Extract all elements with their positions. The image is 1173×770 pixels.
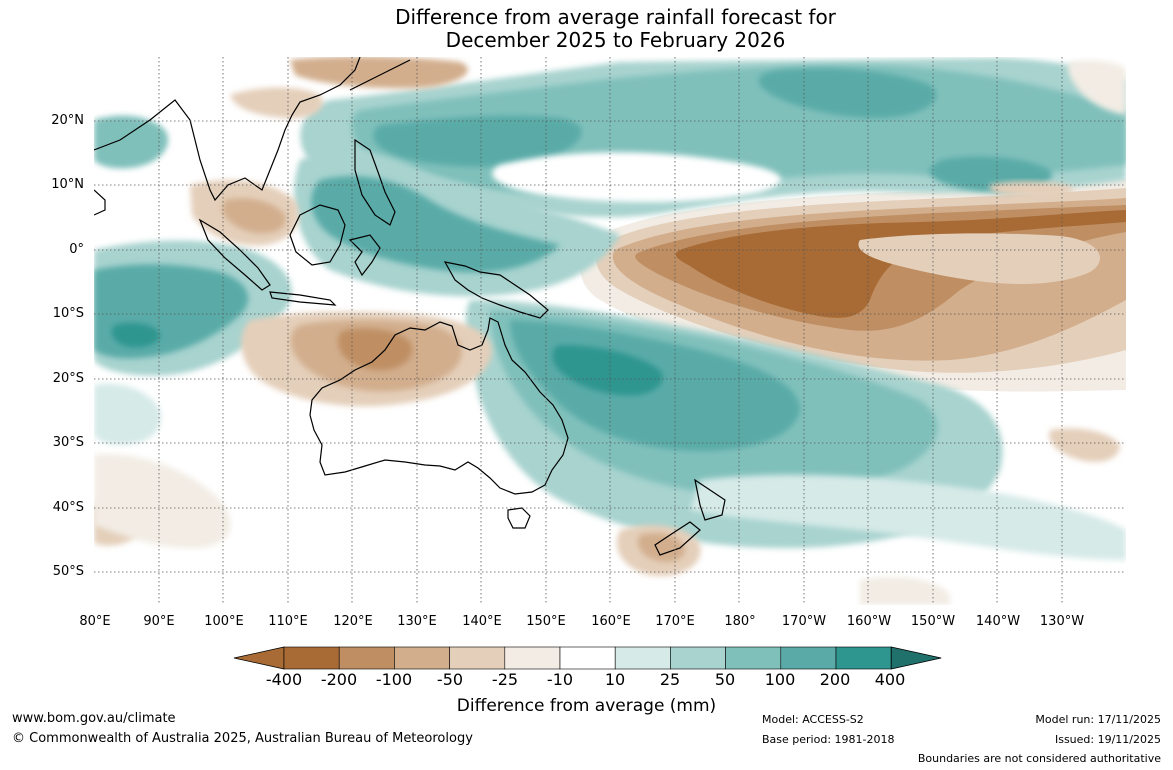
coastlines [94,57,726,556]
colorbar-swatch [394,646,450,670]
sumatra-coastline [198,218,271,291]
colorbar-tick-label: -25 [491,670,519,689]
copyright-text: © Commonwealth of Australia 2025, Austra… [12,731,473,746]
lon-label-170e: 170°E [655,614,695,629]
lon-label-110e: 110°E [268,614,308,629]
new-guinea-coastline [443,261,549,319]
colorbar-tick-label: -50 [436,670,464,689]
colorbar-swatch [338,646,395,670]
lon-label-160w: 160°W [846,614,892,629]
japan-coastline [349,59,411,91]
lon-label-130e: 130°E [397,614,437,629]
dry-anomaly-south-china [230,87,323,119]
lon-label-120e: 120°E [333,614,373,629]
lon-label-130w: 130°W [1039,614,1085,629]
map-area [94,57,1126,605]
anomaly-fields [94,57,1126,605]
disclaimer-text: Boundaries are not considered authoritat… [917,752,1161,765]
colorbar-swatch [780,646,837,670]
wet-anomaly-maritime-continent-100 [311,176,560,273]
issued-text: Issued: 19/11/2025 [1054,733,1161,746]
india-coastline [94,189,106,216]
wet-anomaly-tasman-tail [690,474,1126,560]
wet-anomaly-north-pacific-100 [373,115,582,167]
new-zealand-south-coastline [654,521,701,556]
colorbar-swatch [559,646,616,670]
colorbar-swatch [504,646,561,670]
gridlines [94,57,1126,605]
colorbar-tick-label: 10 [604,670,626,689]
dry-anomaly-south-east-pacific [1049,428,1120,462]
lon-label-140e: 140°E [462,614,502,629]
dry-anomaly-southeast-asia-50 [222,198,286,234]
colorbar-swatch [283,646,340,670]
java-coastline [269,291,337,306]
model-text: Model: ACCESS-S2 [762,713,864,726]
lon-label-150w: 150°W [910,614,956,629]
wet-anomaly-southern-indian [94,383,161,445]
colorbar-tick-label: -100 [375,670,413,689]
colorbar [233,646,942,670]
lon-label-180: 180° [724,614,756,629]
lat-label-20n: 20°N [51,113,84,128]
colorbar-title: Difference from average (mm) [456,696,717,716]
wet-anomaly-north-pacific-100b [758,68,937,119]
model-run-text: Model run: 17/11/2025 [1035,713,1161,726]
lon-label-90e: 90°E [143,614,175,629]
philippines-coastline [354,138,396,226]
colorbar-tick-label: -10 [546,670,574,689]
colorbar-low-extend-arrow [233,646,285,670]
new-zealand-north-coastline [694,478,726,521]
dry-anomaly-southern-pacific-east [860,576,950,605]
chart-title-line-1: Difference from average rainfall forecas… [395,5,836,29]
asia-mainland-coastline [94,57,361,202]
chart-title-line-2: December 2025 to February 2026 [445,28,786,52]
sulawesi-coastline [348,234,381,277]
lat-label-equator: 0° [69,242,84,257]
colorbar-tick-label: -400 [265,670,303,689]
dry-anomaly-new-zealand-50 [637,533,686,562]
dry-anomaly-north-australia-100 [337,328,413,371]
colorbar-swatch [725,646,782,670]
dry-anomaly-east-china-sea [290,57,468,89]
lon-label-80e: 80°E [79,614,111,629]
lat-label-50s: 50°S [52,564,84,579]
colorbar-tick-label: 200 [819,670,851,689]
dry-anomaly-hawaii-east [1067,60,1126,115]
colorbar-high-extend-arrow [890,646,942,670]
wet-anomaly-south-pacific-200 [552,345,663,396]
colorbar-tick-label: -200 [320,670,358,689]
lat-label-10s: 10°S [52,306,84,321]
dry-anomaly-central-pacific-200 [675,210,1126,318]
dry-anomaly-southern-ocean-west [94,454,231,549]
colorbar-swatch [614,646,671,670]
colorbar-tick-label: 100 [764,670,796,689]
lon-label-150e: 150°E [526,614,566,629]
borneo-coastline [289,204,346,266]
dry-anomaly-central-pacific-lighter-core [858,233,1100,285]
website-text: www.bom.gov.au/climate [12,711,176,726]
lon-label-140w: 140°W [975,614,1021,629]
lat-label-10n: 10°N [51,177,84,192]
colorbar-tick-label: 400 [874,670,906,689]
wet-anomaly-indian-ocean-200 [111,323,160,348]
lon-label-160e: 160°E [591,614,631,629]
colorbar-tick-label: 25 [659,670,681,689]
australia-coastline [309,317,569,495]
lat-label-30s: 30°S [52,435,84,450]
lat-label-40s: 40°S [52,500,84,515]
colorbar-swatch [835,646,892,670]
colorbar-tick-label: 50 [714,670,736,689]
colorbar-swatch [449,646,506,670]
dry-gap-north-pacific [492,152,781,203]
lat-label-20s: 20°S [52,371,84,386]
base-period-text: Base period: 1981-2018 [762,733,895,746]
colorbar-swatch [670,646,726,670]
lon-label-100e: 100°E [204,614,244,629]
lon-label-170w: 170°W [781,614,827,629]
wet-anomaly-bay-of-bengal [94,115,169,169]
